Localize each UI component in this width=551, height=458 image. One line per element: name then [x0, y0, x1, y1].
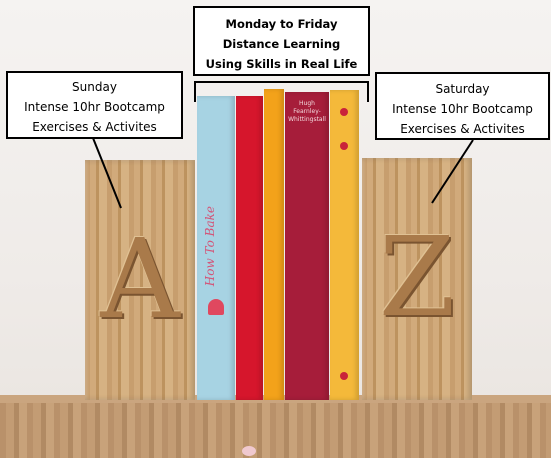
book-2: [236, 96, 263, 456]
right-pointer-line: [431, 139, 474, 204]
book-2-logo-icon: [242, 446, 256, 456]
callout-center-line-2: Distance Learning: [222, 37, 341, 51]
callout-right-line-2: Intense 10hr Bootcamp: [392, 102, 533, 116]
book-5-dot-2: [340, 142, 348, 150]
callout-center-line-1: Monday to Friday: [225, 17, 338, 31]
book-5: [330, 90, 359, 400]
callout-center-line-3: Using Skills in Real Life: [205, 57, 358, 71]
book-5-dot-3: [340, 372, 348, 380]
callout-right-line-3: Exercises & Activites: [400, 122, 525, 136]
bookend-left: A: [85, 160, 195, 400]
callout-left-line-2: Intense 10hr Bootcamp: [24, 100, 165, 114]
callout-right-line-1: Saturday: [435, 82, 490, 96]
callout-left-line-1: Sunday: [72, 80, 117, 94]
cupcake-icon: [208, 299, 224, 315]
book-1: How To Bake BBC: [197, 96, 235, 400]
callout-left: Sunday Intense 10hr Bootcamp Exercises &…: [6, 71, 183, 139]
book-5-dot-1: [340, 108, 348, 116]
bookend-left-letter: A: [100, 215, 180, 343]
left-pointer-line: [92, 137, 122, 209]
wooden-shelf: [0, 395, 551, 458]
callout-right: Saturday Intense 10hr Bootcamp Exercises…: [375, 72, 550, 140]
bookend-right: Z: [362, 158, 472, 400]
book-4: Hugh Fearnley-Whittingstall: [285, 92, 329, 400]
book-3: p: [264, 89, 284, 400]
bookend-right-letter: Z: [378, 213, 456, 341]
callout-left-line-3: Exercises & Activites: [32, 120, 157, 134]
callout-center: Monday to Friday Distance Learning Using…: [193, 6, 370, 76]
center-bracket-line: [194, 81, 369, 102]
book-4-author: Hugh Fearnley-Whittingstall: [288, 100, 326, 123]
